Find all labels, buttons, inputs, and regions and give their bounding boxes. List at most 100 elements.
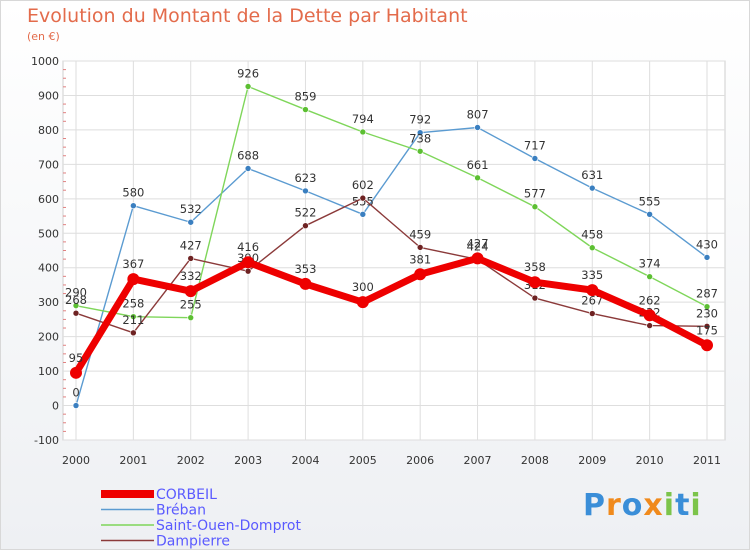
data-point	[72, 402, 80, 409]
data-label: 300	[352, 280, 374, 294]
x-tick-label: 2007	[464, 454, 492, 467]
data-point	[302, 106, 309, 113]
logo-letter: o	[621, 488, 644, 523]
data-point	[130, 202, 137, 210]
data-point	[643, 309, 656, 322]
data-point	[359, 194, 367, 202]
data-label: 555	[639, 194, 661, 208]
chart-title: Evolution du Montant de la Dette par Hab…	[27, 5, 468, 27]
data-point	[646, 211, 653, 218]
y-tick-label: 1000	[31, 55, 59, 68]
data-point	[302, 187, 309, 195]
y-tick-label: 600	[38, 193, 59, 206]
data-point	[187, 255, 195, 262]
data-point	[359, 211, 367, 218]
y-tick-label: 300	[38, 296, 59, 309]
data-label: 267	[581, 294, 603, 308]
data-label: 430	[696, 237, 718, 251]
y-tick-label: 400	[38, 262, 59, 275]
data-label: 794	[352, 112, 374, 126]
x-tick-label: 2011	[693, 454, 721, 467]
data-label: 577	[524, 187, 546, 201]
series-line-saint-ouen-domprot	[75, 85, 708, 319]
data-label: 332	[180, 269, 202, 283]
data-point	[130, 313, 137, 320]
data-point	[130, 329, 137, 337]
data-label: 374	[639, 257, 661, 271]
data-point	[588, 310, 596, 317]
data-point	[586, 284, 599, 297]
data-point	[72, 309, 80, 317]
data-label: 287	[696, 287, 718, 301]
data-point	[416, 129, 424, 136]
series-line-br-ban	[75, 126, 708, 407]
data-label: 230	[696, 306, 718, 320]
legend-label: Dampierre	[156, 534, 230, 550]
data-point	[299, 277, 312, 290]
data-point	[471, 252, 484, 265]
data-point	[531, 203, 539, 211]
data-point	[703, 254, 711, 261]
data-label: 258	[122, 297, 144, 311]
plot-area	[62, 60, 726, 441]
data-label: 661	[467, 158, 489, 172]
data-point	[646, 322, 653, 329]
x-tick-label: 2009	[578, 454, 606, 467]
data-point	[474, 124, 481, 131]
y-tick-label: 900	[38, 89, 59, 102]
logo-letter: t	[675, 488, 691, 523]
data-label: 353	[294, 262, 316, 276]
data-label: 381	[409, 252, 431, 266]
data-label: 211	[122, 313, 144, 327]
data-label: 532	[180, 202, 202, 216]
data-point	[703, 303, 711, 310]
data-label: 623	[294, 171, 316, 185]
data-label: 688	[237, 148, 259, 162]
logo-letter: x	[643, 488, 664, 523]
y-tick-label: 500	[38, 227, 59, 240]
y-tick-label: 100	[38, 365, 59, 378]
data-point	[703, 322, 711, 330]
y-tick-label: 800	[38, 124, 59, 137]
logo-letter: r	[606, 488, 622, 523]
legend-label: CORBEIL	[156, 487, 217, 503]
data-label: 926	[237, 66, 259, 80]
logo-letter: i	[663, 488, 676, 523]
data-point	[187, 314, 195, 321]
data-label: 427	[180, 238, 202, 252]
data-point	[242, 256, 255, 269]
y-tick-label: 700	[38, 158, 59, 171]
data-label: 95	[69, 351, 84, 365]
data-point	[701, 339, 713, 352]
data-point	[588, 244, 596, 252]
data-label: 268	[65, 293, 87, 307]
x-tick-label: 2001	[119, 454, 147, 467]
data-point	[359, 128, 367, 136]
data-label: 358	[524, 260, 546, 274]
data-point	[531, 294, 539, 302]
x-tick-label: 2010	[636, 454, 664, 467]
series-line-corbeil	[72, 254, 711, 377]
data-label: 0	[72, 386, 79, 400]
data-point	[244, 83, 252, 90]
series-line-dampierre	[75, 197, 708, 334]
data-point	[416, 244, 424, 251]
data-label: 458	[581, 228, 603, 242]
data-label: 580	[122, 186, 144, 200]
data-label: 416	[237, 240, 259, 254]
data-label: 807	[467, 107, 489, 121]
y-tick-label: 0	[52, 400, 59, 413]
data-label: 424	[467, 239, 489, 253]
data-point	[416, 147, 424, 155]
logo-letter: i	[690, 488, 702, 523]
data-label: 631	[581, 168, 603, 182]
data-label: 262	[639, 293, 661, 307]
x-tick-label: 2004	[291, 454, 319, 467]
y-tick-label: 200	[38, 331, 59, 344]
data-label: 459	[409, 227, 431, 241]
x-tick-label: 2005	[349, 454, 377, 467]
data-label: 859	[294, 90, 316, 104]
x-tick-label: 2000	[62, 454, 90, 467]
